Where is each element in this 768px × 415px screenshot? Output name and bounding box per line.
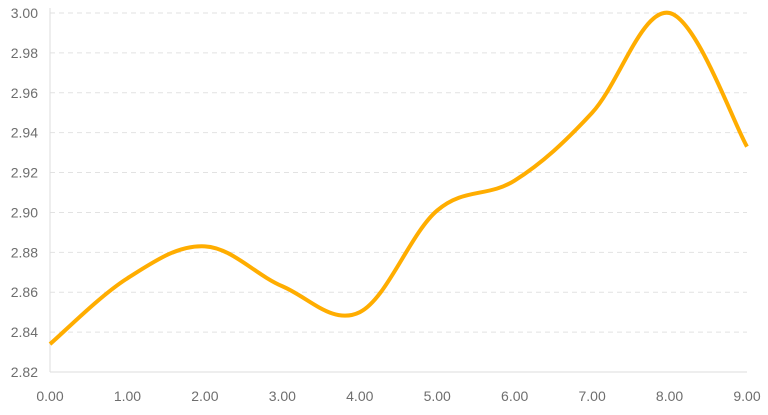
y-tick-label: 2.84 bbox=[11, 324, 38, 340]
y-tick-label: 2.90 bbox=[11, 204, 38, 220]
x-tick-label: 4.00 bbox=[346, 388, 373, 404]
x-tick-label: 3.00 bbox=[269, 388, 296, 404]
y-tick-label: 2.98 bbox=[11, 45, 38, 61]
x-tick-label: 6.00 bbox=[501, 388, 528, 404]
x-axis: 0.00 1.00 2.00 3.00 4.00 5.00 6.00 7.00 8.00 9.00 bbox=[36, 388, 760, 404]
x-tick-label: 9.00 bbox=[733, 388, 760, 404]
series-group bbox=[48, 10, 749, 346]
x-tick-label: 8.00 bbox=[656, 388, 683, 404]
y-tick-label: 2.88 bbox=[11, 244, 38, 260]
y-tick-label: 2.92 bbox=[11, 165, 38, 181]
x-tick-label: 5.00 bbox=[424, 388, 451, 404]
y-axis: 2.82 2.84 2.86 2.88 2.90 2.92 2.94 2.96 2.98 3.00 bbox=[11, 5, 38, 380]
y-tick-label: 2.96 bbox=[11, 85, 38, 101]
x-tick-label: 0.00 bbox=[36, 388, 63, 404]
y-tick-label: 3.00 bbox=[11, 5, 38, 21]
y-tick-label: 2.82 bbox=[11, 364, 38, 380]
x-tick-label: 7.00 bbox=[578, 388, 605, 404]
grid-lines bbox=[50, 12, 747, 333]
y-tick-label: 2.94 bbox=[11, 125, 38, 141]
y-tick-label: 2.86 bbox=[11, 284, 38, 300]
series-line bbox=[48, 10, 749, 346]
x-tick-label: 2.00 bbox=[191, 388, 218, 404]
x-tick-label: 1.00 bbox=[114, 388, 141, 404]
